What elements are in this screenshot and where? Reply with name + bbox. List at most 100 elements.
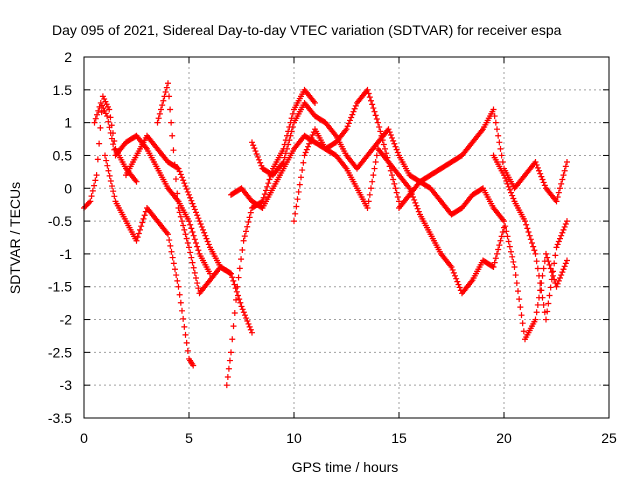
data-point: [532, 159, 539, 166]
data-point: [101, 107, 108, 114]
data-point: [171, 161, 178, 168]
data-point: [97, 99, 104, 106]
data-point: [372, 159, 379, 166]
data-point: [364, 86, 371, 93]
data-point: [523, 221, 530, 228]
data-point: [448, 264, 455, 271]
data-point: [190, 232, 197, 239]
data-point: [394, 194, 401, 201]
data-point: [553, 244, 560, 251]
data-point: [559, 269, 566, 276]
data-point: [287, 132, 294, 139]
data-point: [104, 113, 111, 120]
series-sat-h: [249, 99, 444, 205]
data-point: [532, 316, 539, 323]
data-point: [106, 124, 113, 131]
data-point: [190, 264, 197, 271]
data-point: [101, 96, 108, 103]
data-point: [508, 248, 514, 255]
data-point: [370, 172, 377, 179]
data-point: [454, 278, 461, 285]
data-point: [182, 331, 189, 338]
data-point: [159, 102, 166, 109]
data-point: [196, 218, 203, 225]
data-point: [186, 218, 192, 225]
data-point: [92, 177, 99, 184]
data-point: [186, 244, 192, 251]
data-point: [155, 115, 162, 122]
data-point: [373, 152, 380, 159]
data-point: [233, 288, 240, 295]
data-point: [179, 174, 185, 181]
data-point: [167, 106, 174, 113]
data-point: [99, 102, 106, 109]
data-point: [554, 280, 561, 287]
series-sat-b: [91, 99, 213, 277]
data-point: [194, 280, 201, 287]
data-point: [411, 196, 418, 203]
data-point: [179, 307, 185, 314]
data-point: [177, 299, 184, 306]
data-point: [503, 228, 510, 235]
data-point: [249, 139, 255, 146]
data-point: [246, 214, 253, 221]
data-point: [536, 272, 542, 279]
data-point: [138, 223, 145, 230]
data-point: [517, 304, 524, 311]
data-point: [228, 349, 234, 356]
data-point: [140, 215, 147, 222]
data-point: [349, 111, 356, 118]
data-point: [107, 129, 114, 136]
data-point: [537, 280, 544, 287]
data-point: [175, 283, 182, 290]
data-point: [195, 215, 202, 222]
data-point: [241, 233, 248, 240]
data-point: [198, 223, 205, 230]
data-point: [95, 107, 102, 114]
data-point: [183, 235, 190, 242]
data-point: [516, 296, 523, 303]
data-point: [498, 152, 505, 159]
data-point: [506, 186, 513, 193]
data-point: [560, 172, 567, 179]
data-point: [88, 193, 95, 200]
data-point: [369, 178, 376, 185]
data-point: [453, 275, 460, 282]
data-point: [369, 101, 376, 108]
data-point: [176, 291, 183, 298]
data-point: [391, 180, 398, 187]
data-point: [240, 309, 247, 316]
data-point: [515, 288, 521, 295]
x-tick-label: 5: [185, 430, 193, 446]
data-point: [189, 229, 196, 236]
data-point: [545, 300, 552, 307]
data-point: [266, 176, 273, 183]
data-point: [236, 296, 243, 303]
x-axis-label: GPS time / hours: [292, 459, 399, 475]
data-point: [543, 316, 549, 323]
data-point: [414, 205, 421, 212]
data-point: [377, 128, 384, 135]
data-point: [231, 309, 238, 316]
data-point: [289, 110, 296, 117]
data-point: [249, 329, 255, 336]
data-point: [177, 213, 184, 220]
data-point: [91, 182, 98, 189]
data-point: [534, 301, 541, 308]
data-point: [236, 265, 243, 272]
y-tick-label: 0.5: [53, 147, 73, 163]
data-point: [372, 112, 379, 119]
data-point: [560, 226, 567, 233]
data-point: [104, 103, 111, 110]
data-point: [247, 209, 254, 216]
data-point: [492, 119, 499, 126]
data-point: [154, 119, 161, 126]
data-point: [107, 114, 114, 121]
data-point: [133, 237, 140, 244]
data-point: [288, 128, 295, 135]
data-point: [191, 269, 198, 276]
data-point: [177, 171, 184, 178]
y-tick-label: 0: [64, 180, 72, 196]
data-point: [561, 223, 568, 230]
